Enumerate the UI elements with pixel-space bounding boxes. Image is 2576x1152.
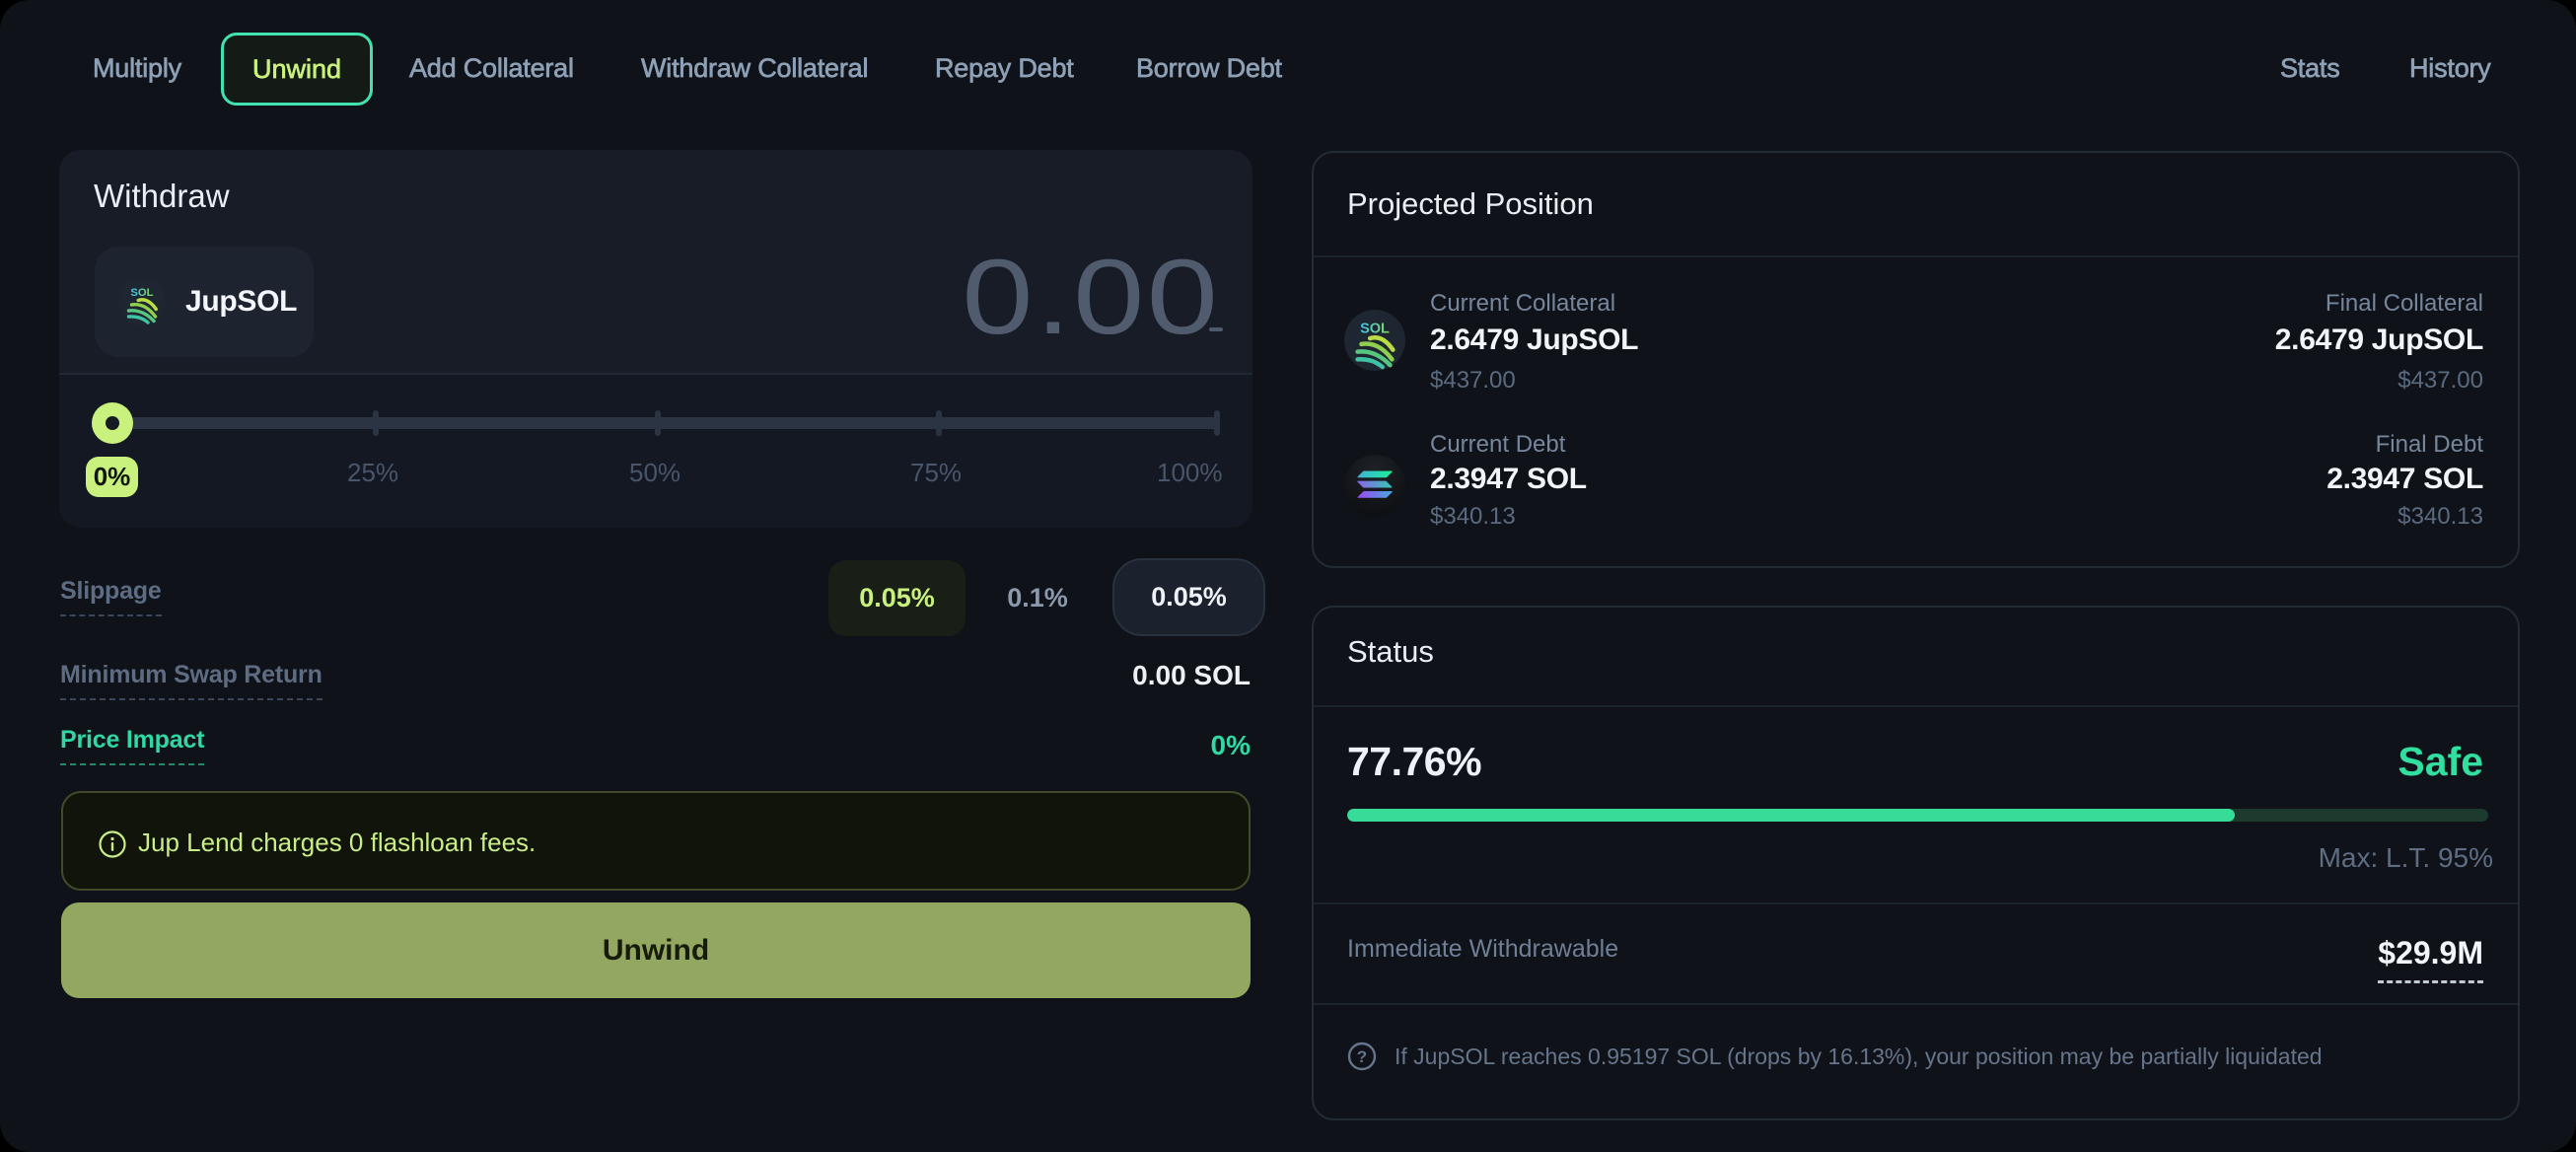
svg-text:SOL: SOL [1360, 321, 1390, 336]
svg-text:?: ? [1357, 1047, 1367, 1066]
svg-text:SOL: SOL [130, 287, 153, 299]
